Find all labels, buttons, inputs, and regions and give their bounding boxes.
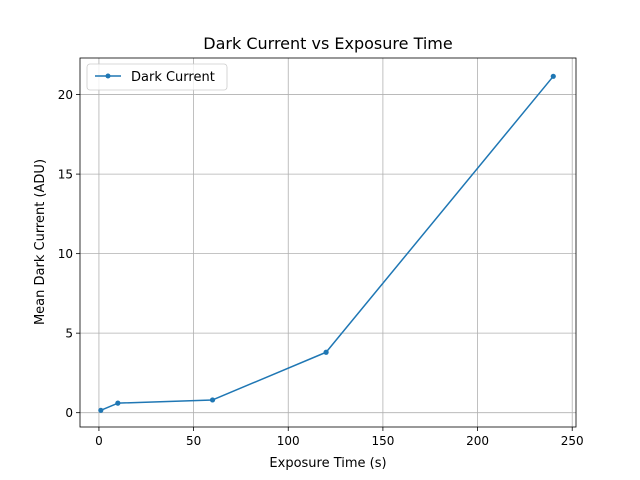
grid-lines bbox=[80, 58, 576, 427]
series-line bbox=[100, 75, 554, 411]
data-point bbox=[323, 349, 329, 355]
y-tick-label: 20 bbox=[58, 88, 73, 102]
data-point bbox=[209, 397, 216, 403]
axes-frame bbox=[79, 57, 577, 428]
legend-box bbox=[86, 63, 228, 91]
x-axis-label: Exposure Time (s) bbox=[269, 456, 386, 471]
y-tick-label: 5 bbox=[65, 327, 73, 341]
x-tick-label: 50 bbox=[186, 434, 201, 448]
x-tick-label: 200 bbox=[466, 434, 489, 448]
y-axis-label: Mean Dark Current (ADU) bbox=[33, 159, 48, 325]
y-tick-label: 15 bbox=[58, 168, 73, 182]
y-tick-label: 0 bbox=[65, 406, 73, 420]
legend-label: Dark Current bbox=[131, 70, 215, 85]
data-point bbox=[115, 400, 121, 406]
ticks: 0 50 100 150 200 250 0 5 10 15 20 bbox=[58, 88, 584, 448]
x-tick-label: 100 bbox=[277, 434, 300, 448]
x-tick-label: 250 bbox=[561, 434, 584, 448]
data-point bbox=[550, 73, 556, 79]
legend-marker-swatch bbox=[105, 73, 111, 79]
chart-title: Dark Current vs Exposure Time bbox=[203, 34, 452, 53]
series-layer bbox=[98, 73, 556, 413]
x-tick-label: 0 bbox=[95, 434, 103, 448]
x-tick-label: 150 bbox=[371, 434, 394, 448]
y-tick-label: 10 bbox=[58, 247, 73, 261]
data-point bbox=[98, 407, 104, 413]
legend: Dark Current bbox=[86, 63, 228, 91]
